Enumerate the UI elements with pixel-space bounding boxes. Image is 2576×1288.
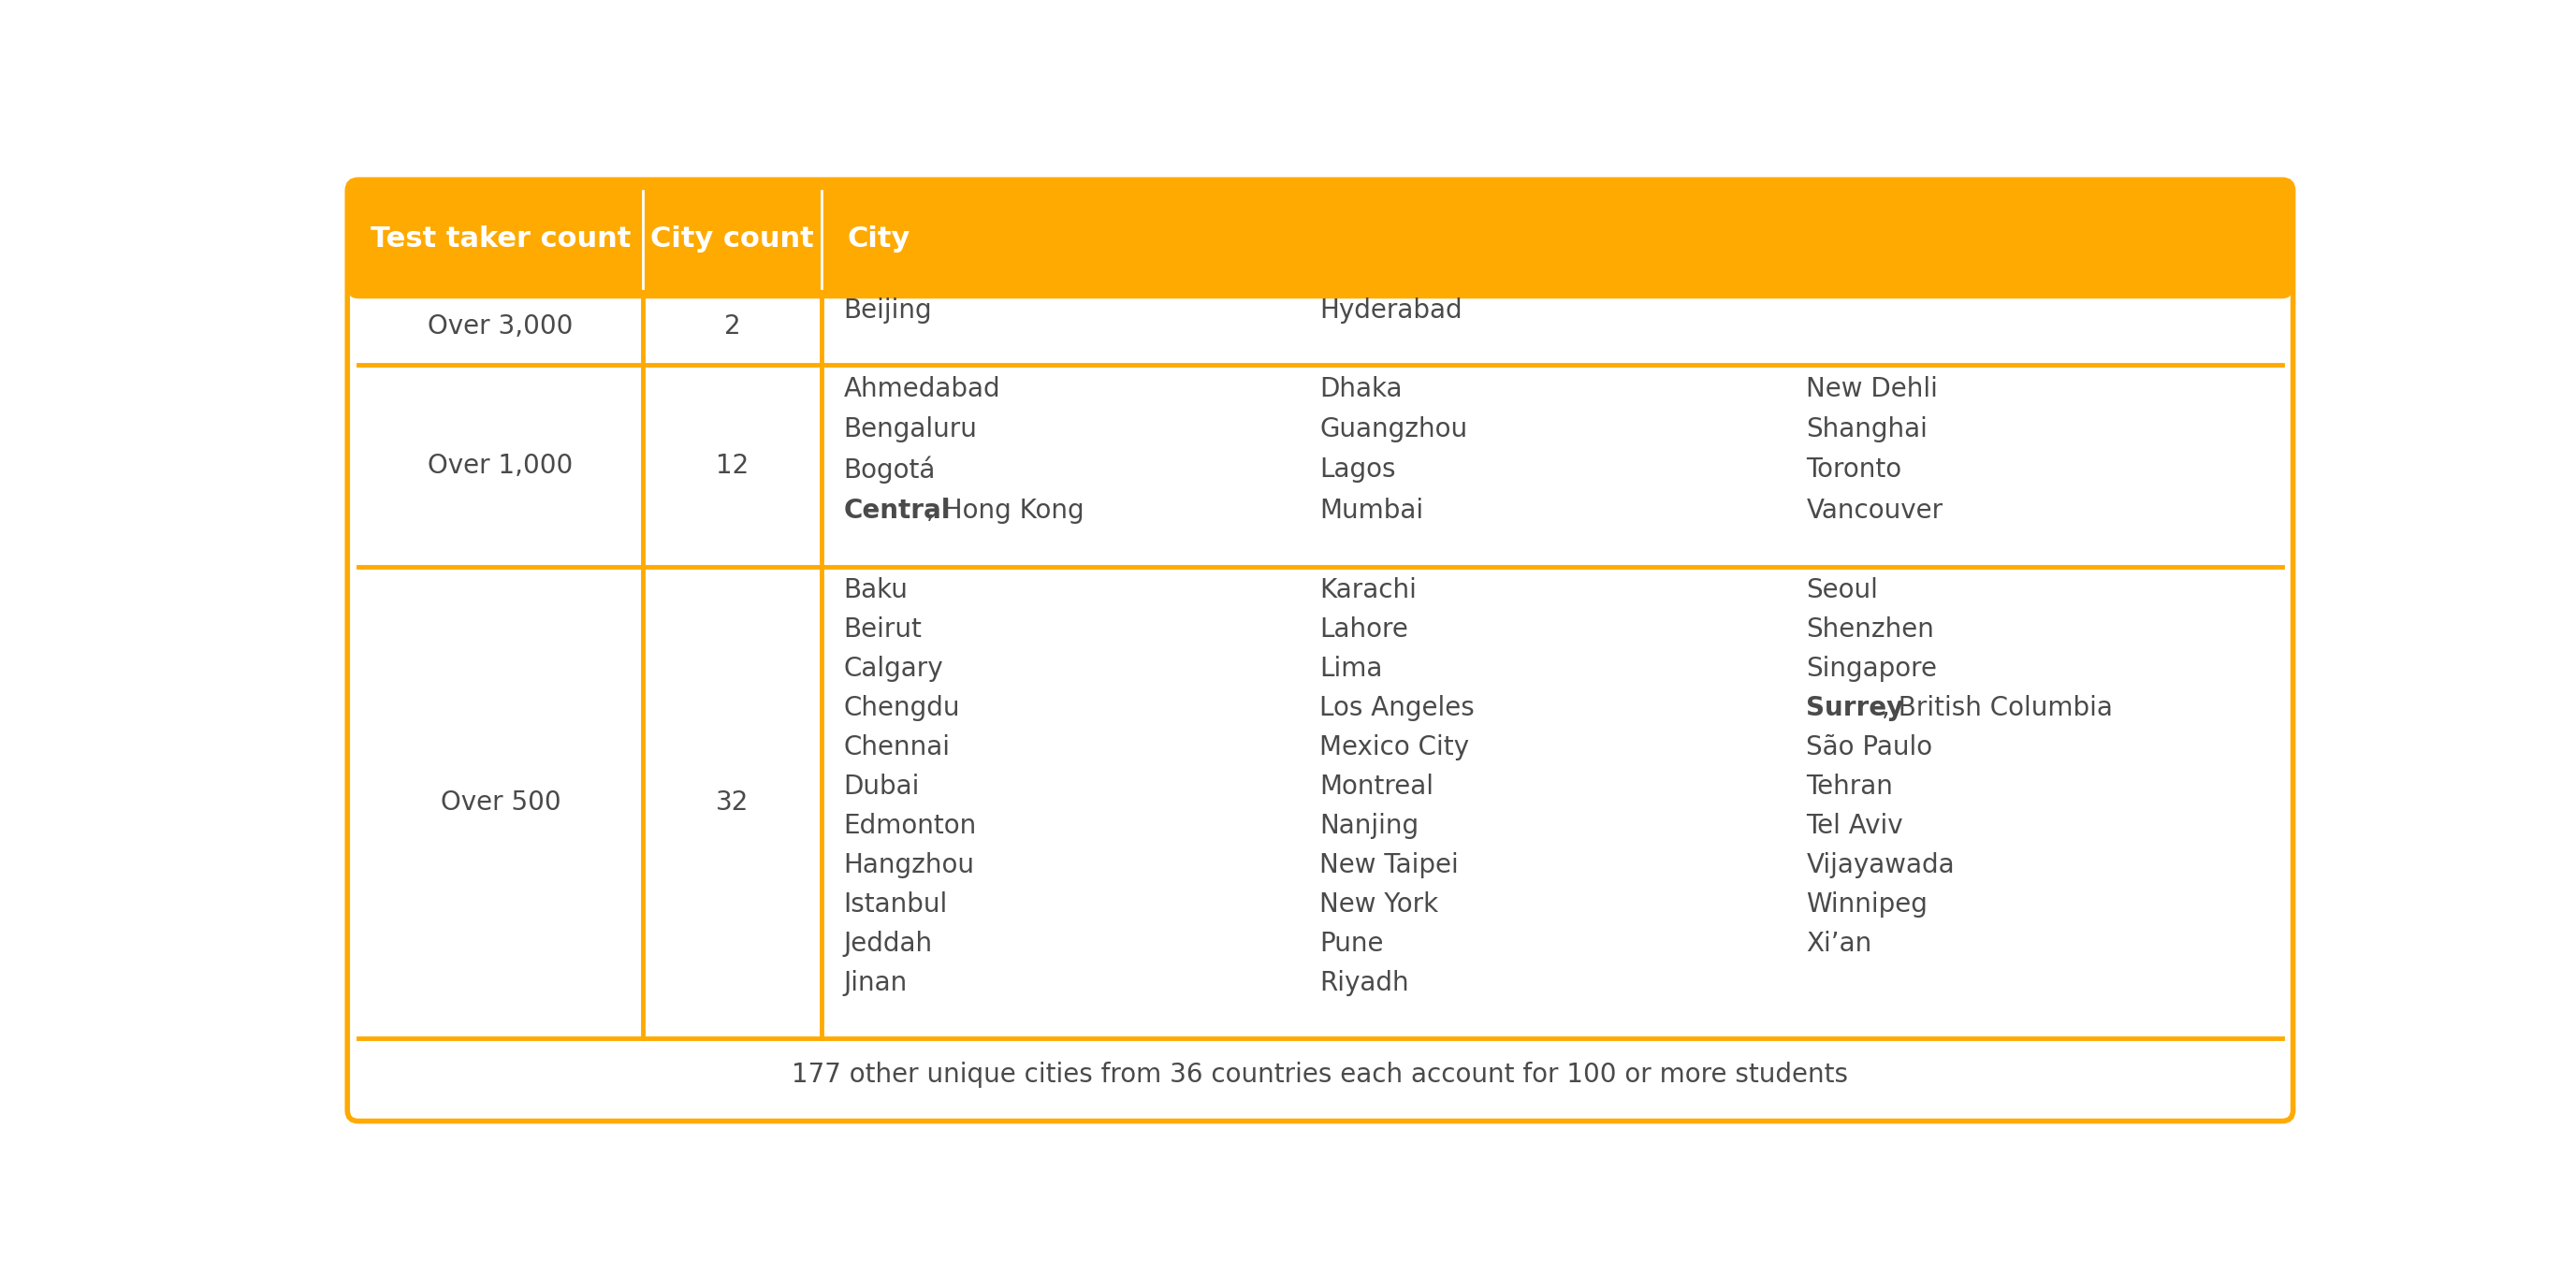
Text: New Dehli: New Dehli: [1806, 376, 1937, 402]
Text: Mumbai: Mumbai: [1319, 497, 1425, 523]
Text: Dubai: Dubai: [845, 774, 920, 800]
Text: Istanbul: Istanbul: [845, 891, 948, 918]
Text: Chennai: Chennai: [845, 734, 951, 761]
Text: Mexico City: Mexico City: [1319, 734, 1468, 761]
Text: Winnipeg: Winnipeg: [1806, 891, 1927, 918]
Text: Beirut: Beirut: [845, 617, 922, 643]
Text: Montreal: Montreal: [1319, 774, 1435, 800]
Text: Bengaluru: Bengaluru: [845, 416, 976, 443]
Text: Dhaka: Dhaka: [1319, 376, 1401, 402]
Text: Edmonton: Edmonton: [845, 813, 976, 840]
Text: City count: City count: [652, 225, 814, 252]
Text: City: City: [848, 225, 909, 252]
Text: Jeddah: Jeddah: [845, 931, 933, 957]
Text: , British Columbia: , British Columbia: [1883, 696, 2112, 721]
Text: Test taker count: Test taker count: [371, 225, 631, 252]
Text: Seoul: Seoul: [1806, 577, 1878, 604]
Text: Ahmedabad: Ahmedabad: [845, 376, 999, 402]
Text: Surrey: Surrey: [1806, 696, 1904, 721]
Text: Bogotá: Bogotá: [845, 456, 935, 484]
Text: Over 500: Over 500: [440, 790, 562, 815]
Text: Shenzhen: Shenzhen: [1806, 617, 1935, 643]
Bar: [358, 243, 2282, 287]
Text: Lahore: Lahore: [1319, 617, 1409, 643]
Text: Hangzhou: Hangzhou: [845, 853, 974, 878]
Text: 177 other unique cities from 36 countries each account for 100 or more students: 177 other unique cities from 36 countrie…: [791, 1061, 1850, 1087]
Text: Lagos: Lagos: [1319, 457, 1396, 483]
Text: Over 3,000: Over 3,000: [428, 313, 574, 339]
Text: Singapore: Singapore: [1806, 656, 1937, 683]
Text: Beijing: Beijing: [845, 298, 933, 325]
Text: Toronto: Toronto: [1806, 457, 1901, 483]
Text: Riyadh: Riyadh: [1319, 970, 1409, 997]
Text: Xi’an: Xi’an: [1806, 931, 1873, 957]
Text: Hyderabad: Hyderabad: [1319, 298, 1463, 325]
Text: Vijayawada: Vijayawada: [1806, 853, 1955, 878]
Text: Shanghai: Shanghai: [1806, 416, 1927, 443]
Text: Lima: Lima: [1319, 656, 1383, 683]
Text: , Hong Kong: , Hong Kong: [927, 497, 1084, 523]
FancyBboxPatch shape: [348, 180, 2293, 299]
Text: Vancouver: Vancouver: [1806, 497, 1942, 523]
Text: Guangzhou: Guangzhou: [1319, 416, 1468, 443]
Text: Tehran: Tehran: [1806, 774, 1893, 800]
Text: Los Angeles: Los Angeles: [1319, 696, 1473, 721]
Text: 12: 12: [716, 452, 750, 479]
FancyBboxPatch shape: [348, 180, 2293, 1121]
Text: Over 1,000: Over 1,000: [428, 452, 574, 479]
Text: Nanjing: Nanjing: [1319, 813, 1419, 840]
Text: New York: New York: [1319, 891, 1437, 918]
Text: 2: 2: [724, 313, 742, 339]
Text: Central: Central: [845, 497, 951, 523]
Text: Pune: Pune: [1319, 931, 1383, 957]
Text: Chengdu: Chengdu: [845, 696, 961, 721]
Text: São Paulo: São Paulo: [1806, 734, 1932, 761]
Text: 32: 32: [716, 790, 750, 815]
Text: Jinan: Jinan: [845, 970, 907, 997]
Text: Baku: Baku: [845, 577, 909, 604]
Text: Tel Aviv: Tel Aviv: [1806, 813, 1904, 840]
Text: Calgary: Calgary: [845, 656, 943, 683]
Text: New Taipei: New Taipei: [1319, 853, 1458, 878]
Text: Karachi: Karachi: [1319, 577, 1417, 604]
